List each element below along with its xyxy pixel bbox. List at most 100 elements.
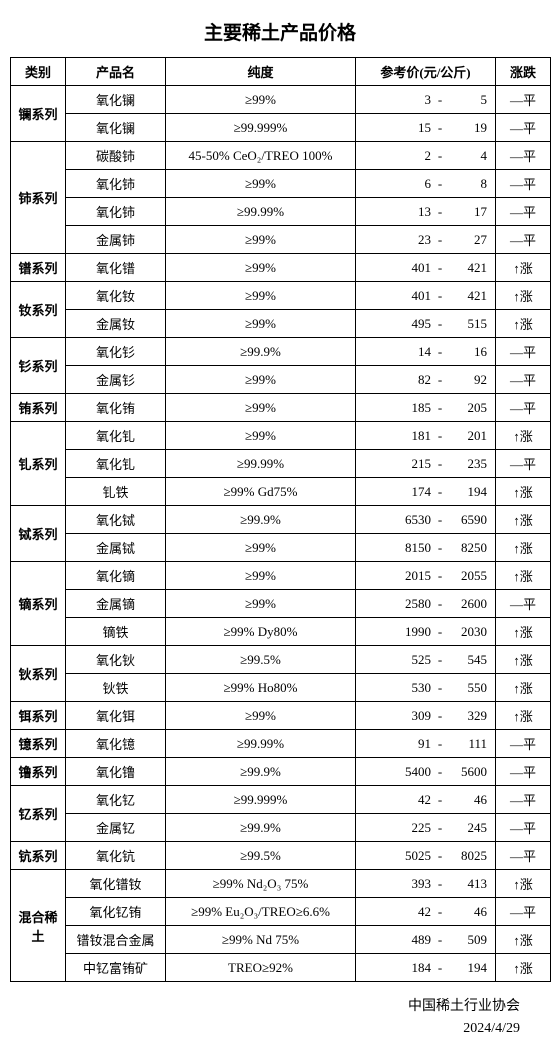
price-cell: 14-16	[356, 338, 496, 366]
price-high: 46	[449, 904, 487, 920]
price-low: 185	[393, 400, 431, 416]
price-low: 13	[393, 204, 431, 220]
price-low: 42	[393, 792, 431, 808]
price-high: 235	[449, 456, 487, 472]
product-name-cell: 氧化钇铕	[66, 898, 166, 926]
price-cell: 23-27	[356, 226, 496, 254]
trend-cell: ↑涨	[496, 254, 551, 282]
table-row: 镝系列氧化镝≥99%2015-2055↑涨	[11, 562, 551, 590]
price-low: 181	[393, 428, 431, 444]
price-high: 550	[449, 680, 487, 696]
product-name-cell: 氧化镨钕	[66, 870, 166, 898]
trend-cell: ↑涨	[496, 646, 551, 674]
table-row: 镥系列氧化镥≥99.9%5400-5600—平	[11, 758, 551, 786]
footer: 中国稀土行业协会 2024/4/29	[10, 996, 550, 1041]
price-low: 14	[393, 344, 431, 360]
trend-cell: —平	[496, 814, 551, 842]
price-dash: -	[435, 372, 445, 388]
purity-cell: ≥99% Gd75%	[166, 478, 356, 506]
category-cell: 钕系列	[11, 282, 66, 338]
price-low: 6	[393, 176, 431, 192]
price-high: 2600	[449, 596, 487, 612]
price-low: 525	[393, 652, 431, 668]
purity-cell: ≥99%	[166, 226, 356, 254]
purity-cell: ≥99.9%	[166, 814, 356, 842]
table-row: 钐系列氧化钐≥99.9%14-16—平	[11, 338, 551, 366]
purity-cell: ≥99%	[166, 394, 356, 422]
price-cell: 401-421	[356, 282, 496, 310]
price-cell: 8150-8250	[356, 534, 496, 562]
product-name-cell: 氧化钇	[66, 786, 166, 814]
trend-cell: —平	[496, 730, 551, 758]
price-low: 3	[393, 92, 431, 108]
price-low: 225	[393, 820, 431, 836]
price-high: 329	[449, 708, 487, 724]
category-cell: 铕系列	[11, 394, 66, 422]
price-low: 2580	[393, 596, 431, 612]
product-name-cell: 氧化铈	[66, 198, 166, 226]
trend-cell: ↑涨	[496, 926, 551, 954]
product-name-cell: 氧化镝	[66, 562, 166, 590]
trend-cell: ↑涨	[496, 478, 551, 506]
price-dash: -	[435, 456, 445, 472]
purity-cell: ≥99%	[166, 310, 356, 338]
price-dash: -	[435, 904, 445, 920]
trend-cell: ↑涨	[496, 618, 551, 646]
purity-cell: ≥99% Ho80%	[166, 674, 356, 702]
table-row: 钬系列氧化钬≥99.5%525-545↑涨	[11, 646, 551, 674]
price-dash: -	[435, 652, 445, 668]
header-name: 产品名	[66, 58, 166, 86]
price-high: 201	[449, 428, 487, 444]
price-high: 111	[449, 736, 487, 752]
price-cell: 525-545	[356, 646, 496, 674]
table-row: 中钇富铕矿TREO≥92%184-194↑涨	[11, 954, 551, 982]
purity-cell: ≥99.99%	[166, 730, 356, 758]
price-high: 194	[449, 484, 487, 500]
purity-cell: ≥99%	[166, 590, 356, 618]
price-high: 5600	[449, 764, 487, 780]
product-name-cell: 氧化镱	[66, 730, 166, 758]
category-cell: 钪系列	[11, 842, 66, 870]
category-cell: 镝系列	[11, 562, 66, 646]
trend-cell: —平	[496, 786, 551, 814]
price-cell: 215-235	[356, 450, 496, 478]
price-cell: 1990-2030	[356, 618, 496, 646]
price-high: 8250	[449, 540, 487, 556]
price-low: 82	[393, 372, 431, 388]
footer-date: 2024/4/29	[10, 1018, 520, 1040]
trend-cell: —平	[496, 394, 551, 422]
price-dash: -	[435, 232, 445, 248]
category-cell: 铽系列	[11, 506, 66, 562]
price-cell: 489-509	[356, 926, 496, 954]
price-cell: 91-111	[356, 730, 496, 758]
product-name-cell: 金属镝	[66, 590, 166, 618]
table-row: 镨钕混合金属≥99% Nd 75%489-509↑涨	[11, 926, 551, 954]
category-cell: 铈系列	[11, 142, 66, 254]
price-high: 509	[449, 932, 487, 948]
price-dash: -	[435, 120, 445, 136]
price-high: 8025	[449, 848, 487, 864]
product-name-cell: 金属铽	[66, 534, 166, 562]
purity-cell: ≥99.99%	[166, 450, 356, 478]
price-dash: -	[435, 92, 445, 108]
purity-cell: ≥99%	[166, 170, 356, 198]
table-row: 混合稀土氧化镨钕≥99% Nd₂O₃ 75%393-413↑涨	[11, 870, 551, 898]
price-high: 46	[449, 792, 487, 808]
product-name-cell: 氧化铽	[66, 506, 166, 534]
purity-cell: ≥99%	[166, 282, 356, 310]
price-high: 413	[449, 876, 487, 892]
price-dash: -	[435, 512, 445, 528]
price-dash: -	[435, 260, 445, 276]
price-low: 2015	[393, 568, 431, 584]
purity-cell: ≥99% Nd₂O₃ 75%	[166, 870, 356, 898]
trend-cell: —平	[496, 198, 551, 226]
price-low: 91	[393, 736, 431, 752]
price-cell: 13-17	[356, 198, 496, 226]
trend-cell: —平	[496, 142, 551, 170]
price-cell: 181-201	[356, 422, 496, 450]
price-cell: 5400-5600	[356, 758, 496, 786]
category-cell: 钬系列	[11, 646, 66, 702]
table-row: 钆系列氧化钆≥99%181-201↑涨	[11, 422, 551, 450]
product-name-cell: 氧化钆	[66, 450, 166, 478]
table-row: 金属镝≥99%2580-2600—平	[11, 590, 551, 618]
